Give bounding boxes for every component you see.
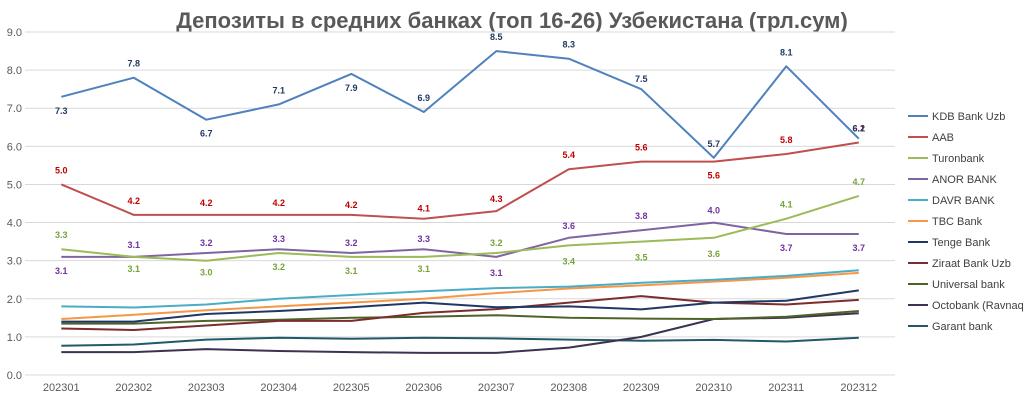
y-tick-label: 8.0: [7, 65, 22, 77]
grid-lines: [25, 31, 895, 376]
x-tick-label: 202302: [115, 382, 152, 394]
x-tick-label: 202311: [768, 382, 804, 394]
series-line-universal-bank: [61, 310, 859, 325]
data-label: 3.6: [707, 249, 720, 259]
chart-title: Депозиты в средних банках (топ 16-26) Уз…: [176, 8, 848, 33]
data-label: 3.8: [635, 211, 648, 221]
series-line-tenge-bank: [61, 289, 859, 323]
data-label: 4.7: [852, 177, 865, 187]
data-label: 7.3: [55, 106, 68, 116]
x-tick-label: 202303: [188, 382, 225, 394]
series-line-kdb-bank-uzb: [61, 50, 860, 159]
data-label: 3.1: [345, 266, 358, 276]
data-label: 3.6: [562, 221, 575, 231]
legend-item-label: Turonbank: [932, 153, 985, 165]
legend-item-label: Ziraat Bank Uzb: [932, 258, 1011, 270]
data-label: 8.5: [490, 32, 503, 42]
data-label: 3.1: [417, 264, 430, 274]
series-line-davr-bank: [61, 269, 859, 309]
data-label: 4.2: [127, 196, 140, 206]
x-axis-ticks: 202301 202302 202303 202304 202305 202306 2023…: [43, 382, 877, 394]
data-label: 3.7: [780, 243, 793, 253]
series-line-aab: [60, 141, 859, 220]
data-label: 6.9: [417, 93, 430, 103]
data-label: 6.2: [852, 124, 865, 134]
data-label: 4.0: [707, 206, 720, 216]
data-label: 6.7: [200, 129, 213, 139]
x-tick-label: 202301: [43, 382, 80, 394]
data-label: 4.1: [417, 204, 430, 214]
data-label: 3.2: [272, 262, 285, 272]
y-tick-label: 2.0: [7, 294, 22, 306]
y-tick-label: 6.0: [7, 141, 22, 153]
series-line-garant-bank: [61, 336, 859, 347]
data-label: 3.7: [852, 243, 865, 253]
y-tick-label: 5.0: [7, 179, 22, 191]
data-label: 7.1: [272, 85, 285, 95]
data-label: 4.2: [200, 198, 213, 208]
series-lines: [60, 50, 860, 354]
data-label: 3.2: [490, 238, 503, 248]
legend-item-label: Octobank (Ravnaq): [932, 300, 1024, 312]
series-line-anor-bank: [61, 221, 859, 258]
data-label: 5.0: [55, 165, 68, 175]
y-tick-label: 9.0: [7, 27, 22, 39]
data-label: 8.1: [780, 47, 793, 57]
legend-item-label: AAB: [932, 132, 954, 144]
data-label: 7.9: [345, 83, 358, 93]
legend-item-label: TBC Bank: [932, 216, 983, 228]
y-tick-label: 7.0: [7, 103, 22, 115]
legend-item-label: ANOR BANK: [932, 174, 997, 186]
data-label: 3.1: [55, 266, 68, 276]
data-label: 5.6: [635, 143, 648, 153]
legend-item-label: KDB Bank Uzb: [932, 111, 1005, 123]
data-labels: 3.1 3.1 3.2 3.3 3.2 3.3 3.1 3.6 3.8 4.0 3.7 3.7 3.3 3…: [55, 32, 865, 278]
data-label: 3.3: [55, 230, 68, 240]
x-tick-label: 202304: [260, 382, 297, 394]
data-label: 3.3: [272, 234, 285, 244]
x-tick-label: 202312: [840, 382, 877, 394]
data-label: 4.2: [272, 198, 285, 208]
data-label: 6.1: [852, 124, 865, 134]
y-tick-label: 4.0: [7, 218, 22, 230]
data-label: 3.0: [200, 268, 213, 278]
series-line-octobank-ravnaq-: [61, 312, 859, 354]
data-label: 8.3: [562, 40, 575, 50]
data-label: 7.8: [127, 59, 140, 69]
y-tick-label: 1.0: [7, 332, 22, 344]
x-tick-label: 202310: [695, 382, 732, 394]
data-label: 3.4: [562, 256, 575, 266]
data-label: 3.1: [490, 268, 503, 278]
legend: KDB Bank Uzb AAB Turonbank ANOR BANK DAVR BA…: [908, 111, 1024, 333]
x-tick-label: 202306: [405, 382, 442, 394]
legend-item-label: DAVR BANK: [932, 195, 995, 207]
x-tick-label: 202305: [333, 382, 370, 394]
series-line-tbc-bank: [61, 271, 859, 320]
data-label: 3.5: [635, 253, 648, 263]
data-label: 3.2: [345, 238, 358, 248]
data-label: 5.8: [780, 135, 793, 145]
y-tick-label: 3.0: [7, 256, 22, 268]
data-label: 4.1: [780, 200, 793, 210]
legend-item-label: Universal bank: [932, 279, 1005, 291]
data-label: 7.5: [635, 74, 648, 84]
legend-item-label: Tenge Bank: [932, 237, 991, 249]
x-tick-label: 202308: [550, 382, 587, 394]
y-axis-ticks: 0.0 1.0 2.0 3.0 4.0 5.0 6.0 7.0 8.0 9.0: [7, 27, 22, 382]
data-label: 5.4: [562, 150, 575, 160]
data-label: 3.3: [417, 234, 430, 244]
data-label: 5.7: [707, 139, 720, 149]
data-label: 5.6: [707, 171, 720, 181]
x-tick-label: 202307: [478, 382, 515, 394]
data-label: 3.1: [127, 240, 140, 250]
legend-item-label: Garant bank: [932, 321, 993, 333]
data-label: 4.2: [345, 200, 358, 210]
data-label: 3.1: [127, 264, 140, 274]
y-tick-label: 0.0: [7, 370, 22, 382]
x-tick-label: 202309: [623, 382, 660, 394]
series-line-turonbank: [61, 194, 860, 262]
data-label: 4.3: [490, 194, 503, 204]
data-label: 3.2: [200, 238, 213, 248]
